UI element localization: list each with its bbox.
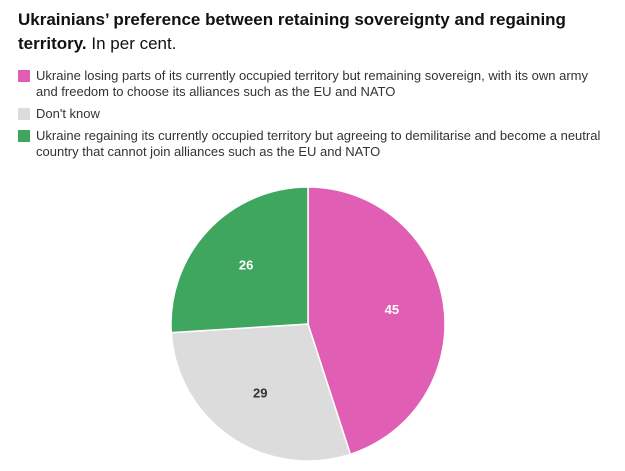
slice-label: 26: [239, 257, 253, 272]
legend-label: Ukraine regaining its currently occupied…: [36, 128, 601, 159]
chart-title: Ukrainians’ preference between retaining…: [18, 10, 566, 53]
legend-label: Don't know: [36, 106, 100, 121]
legend-label: Ukraine losing parts of its currently oc…: [36, 68, 589, 99]
pie-slice: [170, 186, 309, 334]
pie-slice: [170, 323, 352, 462]
legend-swatch: [18, 108, 30, 120]
legend-swatch: [18, 130, 30, 142]
legend-item: Ukraine losing parts of its currently oc…: [18, 68, 608, 100]
legend: Ukraine losing parts of its currently oc…: [18, 68, 608, 166]
pie-slice: [307, 186, 446, 456]
header: Ukrainians’ preference between retaining…: [18, 8, 608, 56]
legend-swatch: [18, 70, 30, 82]
legend-item: Ukraine regaining its currently occupied…: [18, 128, 608, 160]
legend-item: Don't know: [18, 106, 608, 122]
slice-label: 45: [385, 302, 399, 317]
chart-subtitle: In per cent.: [91, 34, 177, 53]
slice-label: 29: [253, 386, 267, 401]
